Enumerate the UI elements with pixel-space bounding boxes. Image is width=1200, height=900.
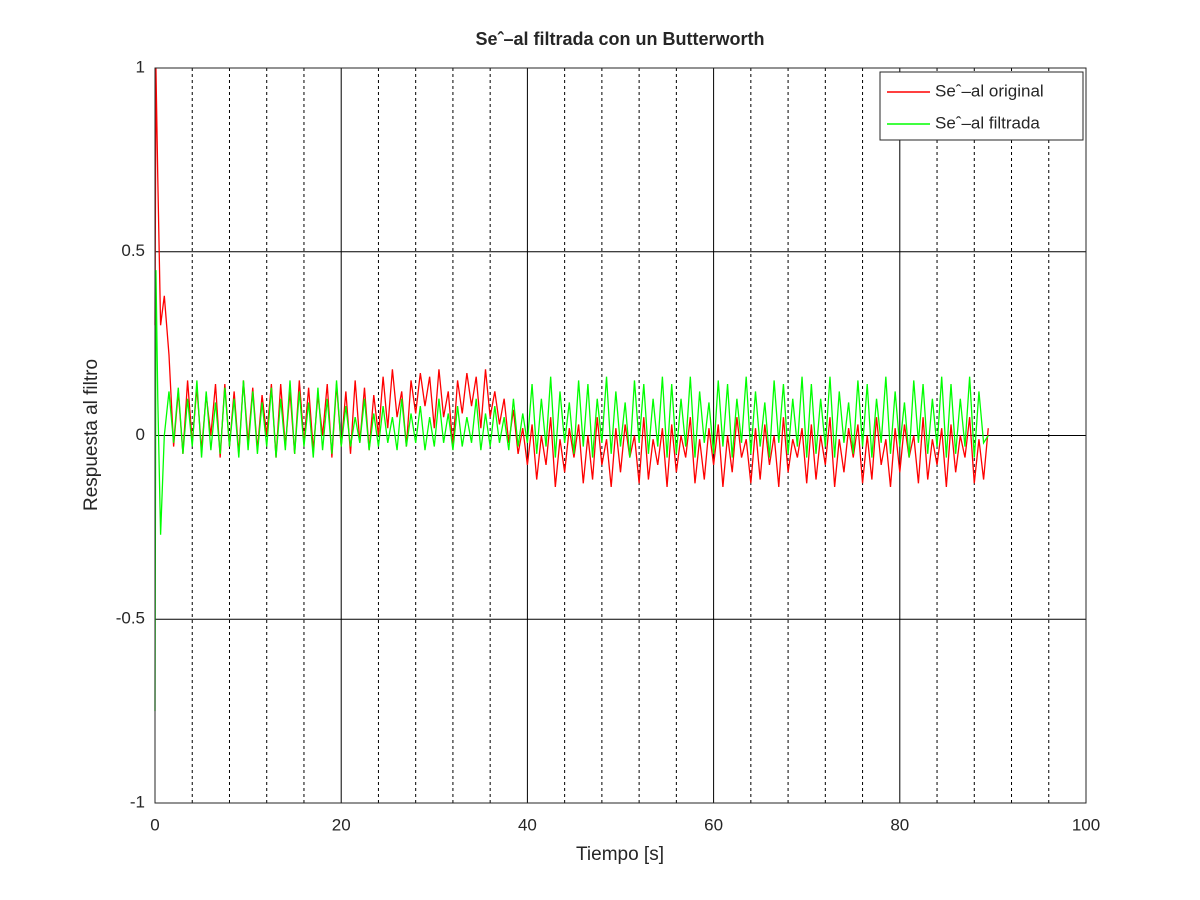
x-tick-label: 100	[1072, 815, 1100, 834]
x-tick-label: 80	[890, 815, 909, 834]
plot-frame	[154, 67, 1087, 804]
y-tick-label: 0.5	[121, 241, 145, 260]
y-axis-label: Respuesta al filtro	[81, 359, 102, 511]
y-tick-label: -1	[130, 792, 145, 811]
legend-box	[879, 71, 1084, 141]
y-tick-label: 0	[136, 425, 145, 444]
x-tick-label: 20	[332, 815, 351, 834]
series-line	[154, 270, 989, 712]
x-tick-label: 0	[150, 815, 159, 834]
legend-label: Seˆ–al original	[935, 81, 1044, 100]
legend: Seˆ–al original Seˆ–al filtrada	[879, 71, 1084, 141]
y-tick-label: -0.5	[116, 609, 145, 628]
chart-title: Seˆ–al filtrada con un Butterworth	[475, 29, 764, 49]
y-tick-label: 1	[136, 57, 145, 76]
legend-label: Seˆ–al filtrada	[935, 113, 1040, 132]
x-axis-label: Tiempo [s]	[576, 844, 664, 865]
x-tick-label: 60	[704, 815, 723, 834]
x-tick-label: 40	[518, 815, 537, 834]
